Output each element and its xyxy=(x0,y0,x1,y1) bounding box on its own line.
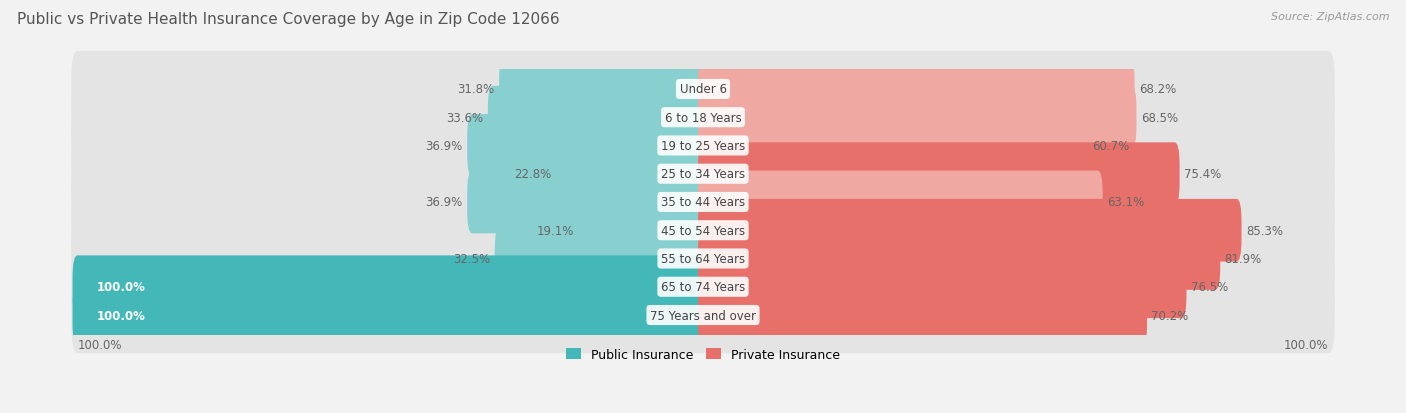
FancyBboxPatch shape xyxy=(467,171,709,234)
FancyBboxPatch shape xyxy=(697,171,1102,234)
Text: 55 to 64 Years: 55 to 64 Years xyxy=(661,252,745,265)
Text: Source: ZipAtlas.com: Source: ZipAtlas.com xyxy=(1271,12,1389,22)
Text: Under 6: Under 6 xyxy=(679,83,727,96)
FancyBboxPatch shape xyxy=(72,221,1334,297)
FancyBboxPatch shape xyxy=(488,87,709,149)
FancyBboxPatch shape xyxy=(697,228,1220,290)
FancyBboxPatch shape xyxy=(72,52,1334,128)
FancyBboxPatch shape xyxy=(72,249,1334,325)
FancyBboxPatch shape xyxy=(72,164,1334,240)
Text: 32.5%: 32.5% xyxy=(453,252,491,265)
FancyBboxPatch shape xyxy=(72,192,1334,269)
FancyBboxPatch shape xyxy=(73,284,709,347)
FancyBboxPatch shape xyxy=(73,256,709,318)
FancyBboxPatch shape xyxy=(697,58,1135,121)
Text: 35 to 44 Years: 35 to 44 Years xyxy=(661,196,745,209)
FancyBboxPatch shape xyxy=(555,143,709,206)
Text: 76.5%: 76.5% xyxy=(1191,280,1227,294)
Text: 63.1%: 63.1% xyxy=(1107,196,1144,209)
Text: 6 to 18 Years: 6 to 18 Years xyxy=(665,112,741,124)
Text: 75 Years and over: 75 Years and over xyxy=(650,309,756,322)
Text: 68.5%: 68.5% xyxy=(1140,112,1178,124)
Text: 85.3%: 85.3% xyxy=(1246,224,1282,237)
Text: 19 to 25 Years: 19 to 25 Years xyxy=(661,140,745,152)
Text: 70.2%: 70.2% xyxy=(1152,309,1188,322)
Text: 36.9%: 36.9% xyxy=(426,196,463,209)
Text: 65 to 74 Years: 65 to 74 Years xyxy=(661,280,745,294)
Text: 60.7%: 60.7% xyxy=(1092,140,1129,152)
Text: 36.9%: 36.9% xyxy=(426,140,463,152)
FancyBboxPatch shape xyxy=(72,80,1334,156)
FancyBboxPatch shape xyxy=(72,108,1334,184)
Legend: Public Insurance, Private Insurance: Public Insurance, Private Insurance xyxy=(561,343,845,366)
Text: 100.0%: 100.0% xyxy=(96,280,145,294)
FancyBboxPatch shape xyxy=(495,228,709,290)
Text: 45 to 54 Years: 45 to 54 Years xyxy=(661,224,745,237)
Text: 100.0%: 100.0% xyxy=(77,338,122,351)
Text: 100.0%: 100.0% xyxy=(96,309,145,322)
Text: 22.8%: 22.8% xyxy=(513,168,551,181)
FancyBboxPatch shape xyxy=(697,87,1136,149)
FancyBboxPatch shape xyxy=(72,136,1334,212)
Text: 68.2%: 68.2% xyxy=(1139,83,1177,96)
FancyBboxPatch shape xyxy=(72,277,1334,353)
FancyBboxPatch shape xyxy=(499,58,709,121)
Text: 75.4%: 75.4% xyxy=(1184,168,1222,181)
Text: 100.0%: 100.0% xyxy=(1284,338,1329,351)
FancyBboxPatch shape xyxy=(578,199,709,262)
FancyBboxPatch shape xyxy=(697,256,1187,318)
FancyBboxPatch shape xyxy=(697,199,1241,262)
Text: 81.9%: 81.9% xyxy=(1225,252,1261,265)
FancyBboxPatch shape xyxy=(697,115,1088,178)
FancyBboxPatch shape xyxy=(697,143,1180,206)
FancyBboxPatch shape xyxy=(467,115,709,178)
FancyBboxPatch shape xyxy=(697,284,1147,347)
Text: 31.8%: 31.8% xyxy=(457,83,495,96)
Text: Public vs Private Health Insurance Coverage by Age in Zip Code 12066: Public vs Private Health Insurance Cover… xyxy=(17,12,560,27)
Text: 19.1%: 19.1% xyxy=(537,224,574,237)
Text: 33.6%: 33.6% xyxy=(446,112,484,124)
Text: 25 to 34 Years: 25 to 34 Years xyxy=(661,168,745,181)
